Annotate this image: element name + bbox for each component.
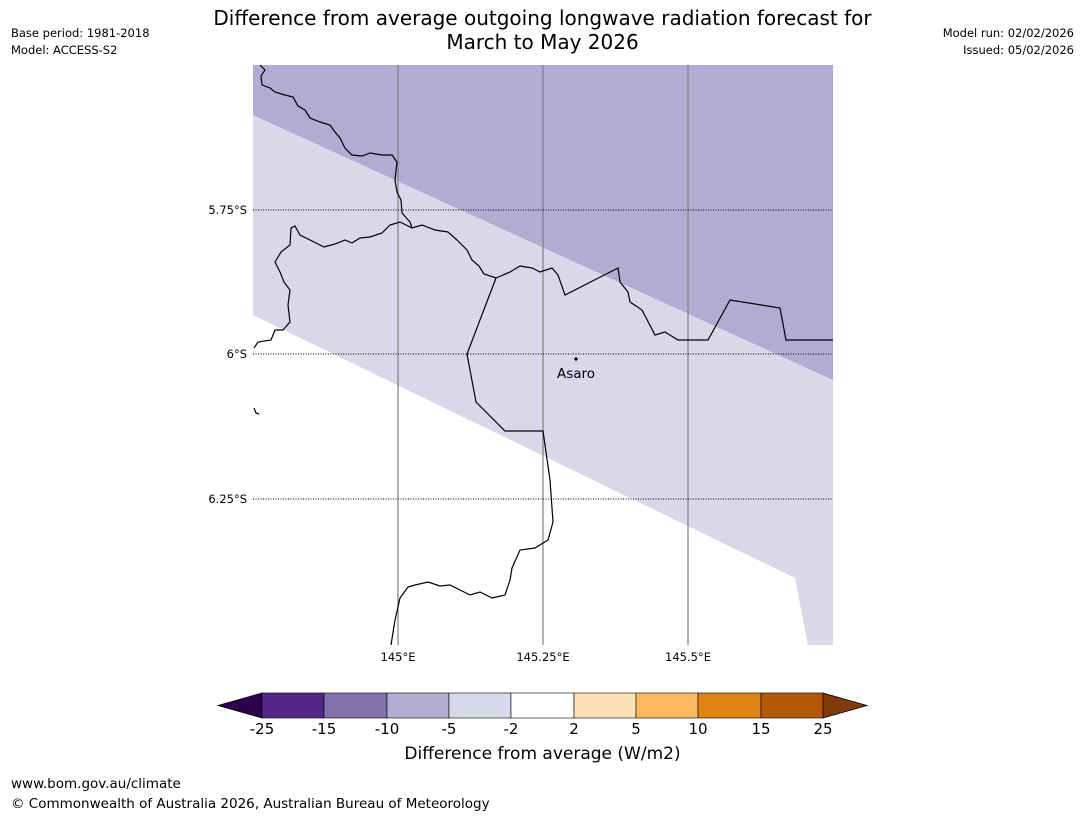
colorbar-under-arrow <box>216 692 263 719</box>
footer-url[interactable]: www.bom.gov.au/climate <box>11 776 181 792</box>
colorbar-tick: 10 <box>688 720 708 738</box>
asaro-marker <box>574 357 578 361</box>
colorbar-box <box>261 692 325 719</box>
title-line-2: March to May 2026 <box>446 30 639 54</box>
colorbar-tick: 25 <box>813 720 833 738</box>
latitude-gridlines <box>253 209 833 500</box>
colorbar-box <box>323 692 388 719</box>
title-line-1: Difference from average outgoing longwav… <box>213 6 872 30</box>
footer-copyright: © Commonwealth of Australia 2026, Austra… <box>11 796 490 812</box>
colorbar-tick: -15 <box>311 720 337 738</box>
northern-coastline <box>259 65 413 229</box>
colorbar-box <box>760 692 824 719</box>
colorbar-tick: -25 <box>249 720 275 738</box>
lat-label-6-25S: 6.25°S <box>208 492 247 506</box>
colorbar-tick: 5 <box>631 720 641 738</box>
map-area: Asaro <box>253 65 833 645</box>
colorbar-tick: -5 <box>441 720 457 738</box>
central-boundary <box>411 224 833 341</box>
colorbar-box <box>697 692 762 719</box>
lon-label-145E: 145°E <box>381 650 416 664</box>
colorbar-box <box>635 692 699 719</box>
coastlines <box>253 65 833 645</box>
issued-date: Issued: 05/02/2026 <box>963 43 1074 57</box>
base-period: Base period: 1981-2018 <box>11 26 150 40</box>
lon-label-145-25E: 145.25°E <box>516 650 569 664</box>
latitude-labels: 5.75°S 6°S 6.25°S <box>208 203 247 506</box>
map-title: Difference from average outgoing longwav… <box>0 6 1085 54</box>
colorbar-boxes <box>261 692 824 719</box>
model-name: Model: ACCESS-S2 <box>11 43 118 57</box>
lat-label-5-75S: 5.75°S <box>208 203 247 217</box>
meta-left: Base period: 1981-2018 Model: ACCESS-S2 <box>11 25 150 59</box>
lat-label-6S: 6°S <box>227 347 247 361</box>
highlands-boundary <box>253 221 413 349</box>
longitude-gridlines <box>397 65 689 645</box>
lon-label-145-5E: 145.5°E <box>665 650 711 664</box>
colorbar-box <box>448 692 512 719</box>
colorbar-box <box>386 692 450 719</box>
colorbar-tick: -2 <box>503 720 519 738</box>
meta-right: Model run: 02/02/2026 Issued: 05/02/2026 <box>943 25 1074 59</box>
province-border <box>390 277 554 645</box>
footer: www.bom.gov.au/climate © Commonwealth of… <box>11 774 490 814</box>
colorbar-tick: 2 <box>569 720 579 738</box>
longitude-labels: 145°E 145.25°E 145.5°E <box>381 650 711 664</box>
colorbar-title: Difference from average (W/m2) <box>404 744 681 764</box>
asaro-label: Asaro <box>557 366 595 382</box>
small-island <box>253 407 260 415</box>
colorbar-tick: -10 <box>374 720 400 738</box>
colorbar-box <box>573 692 637 719</box>
colorbar-box <box>510 692 575 719</box>
model-run: Model run: 02/02/2026 <box>942 26 1074 40</box>
colorbar <box>216 692 869 719</box>
colorbar-over-arrow <box>822 692 869 719</box>
colorbar-tick: 15 <box>751 720 771 738</box>
